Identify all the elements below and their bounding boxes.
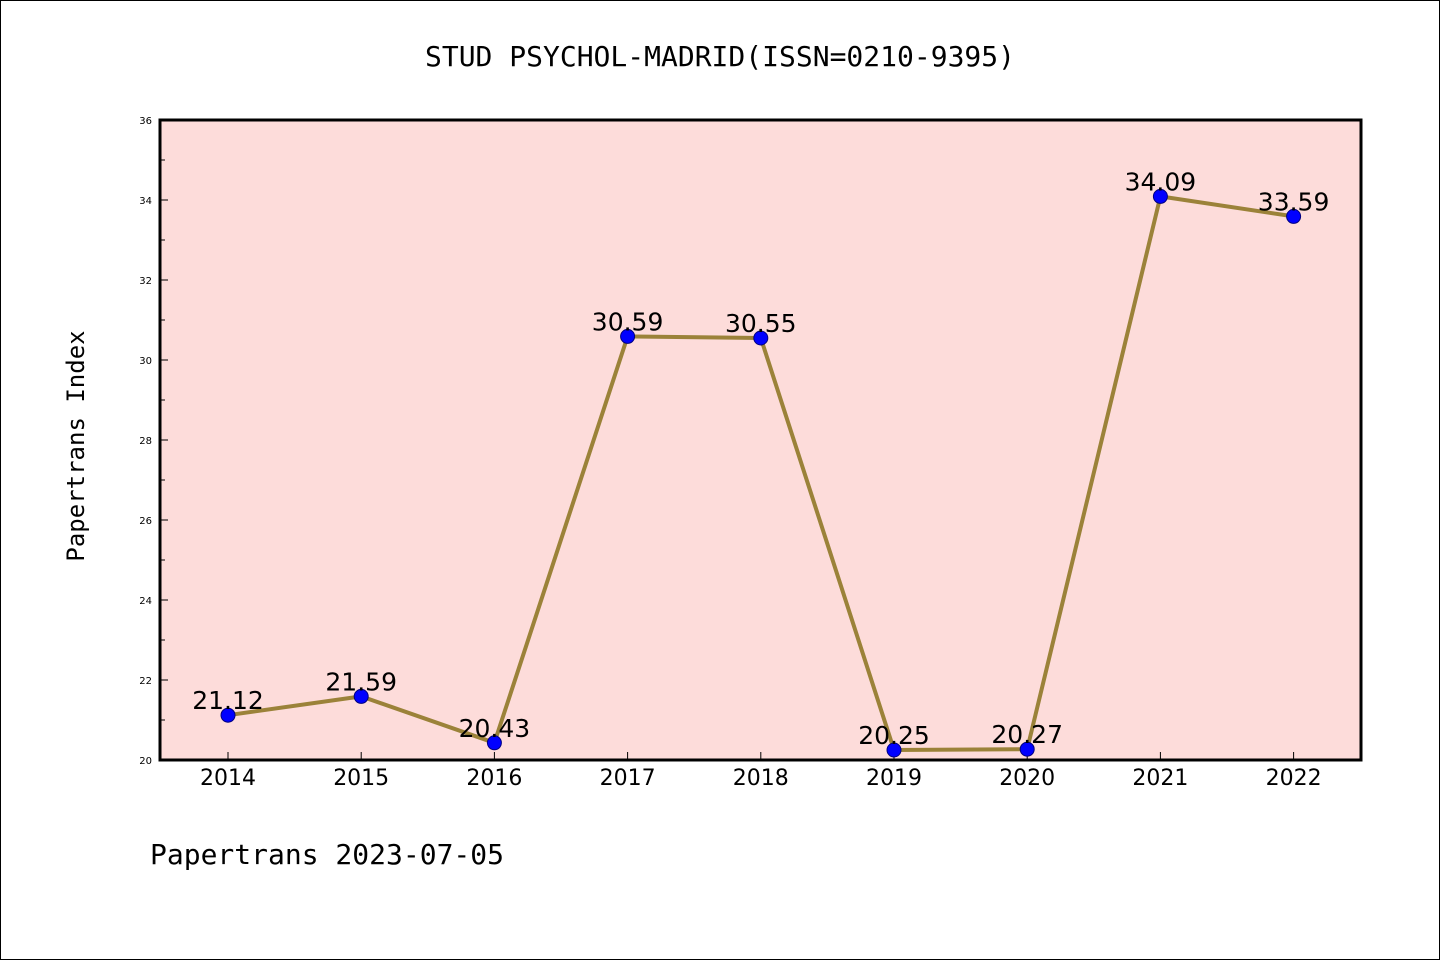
- y-axis-label: Papertrans Index: [62, 330, 90, 561]
- x-tick-label: 2016: [466, 766, 522, 791]
- y-tick-label: 30: [139, 356, 152, 367]
- data-point: [620, 328, 636, 344]
- data-point: [486, 735, 502, 751]
- x-tick-label: 2020: [999, 766, 1055, 791]
- y-tick-label: 24: [139, 596, 152, 607]
- x-tick-label: 2015: [333, 766, 389, 791]
- x-tick-label: 2017: [600, 766, 656, 791]
- data-label: 21.12: [192, 686, 264, 715]
- data-markers: [220, 188, 1302, 758]
- data-label: 34.09: [1125, 167, 1197, 196]
- x-axis-ticks: 2014 2015 2016 2017 2018 2019 2020 2021 2022: [200, 752, 1322, 791]
- data-point: [220, 707, 236, 723]
- chart-title: STUD PSYCHOL-MADRID(ISSN=0210-9395): [425, 40, 1015, 73]
- data-label: 30.59: [592, 307, 664, 336]
- y-tick-label: 20: [139, 756, 152, 767]
- data-point: [1019, 741, 1035, 757]
- x-tick-label: 2021: [1132, 766, 1188, 791]
- x-tick-label: 2014: [200, 766, 256, 791]
- data-point: [1152, 188, 1168, 204]
- data-label: 20.25: [858, 721, 930, 750]
- data-label: 20.27: [991, 720, 1063, 749]
- y-tick-label: 36: [139, 116, 152, 127]
- y-tick-label: 26: [139, 516, 152, 527]
- data-point: [353, 688, 369, 704]
- data-point: [886, 742, 902, 758]
- y-tick-label: 28: [139, 436, 152, 447]
- x-tick-label: 2018: [733, 766, 789, 791]
- y-tick-label: 34: [139, 196, 152, 207]
- x-tick-label: 2022: [1266, 766, 1322, 791]
- footer-text: Papertrans 2023-07-05: [150, 838, 504, 871]
- data-label: 33.59: [1258, 187, 1330, 216]
- x-tick-label: 2019: [866, 766, 922, 791]
- data-point: [753, 330, 769, 346]
- data-labels: 21.12 21.59 20.43 30.59 30.55 20.25 20.27 34.09…: [192, 167, 1329, 750]
- data-label: 21.59: [325, 667, 397, 696]
- y-tick-label: 22: [139, 676, 152, 687]
- data-label: 20.43: [459, 714, 531, 743]
- data-label: 30.55: [725, 309, 797, 338]
- y-tick-label: 32: [139, 276, 152, 287]
- plot-border: [158, 118, 1363, 762]
- plot-area: [160, 120, 1361, 760]
- data-point: [1286, 208, 1302, 224]
